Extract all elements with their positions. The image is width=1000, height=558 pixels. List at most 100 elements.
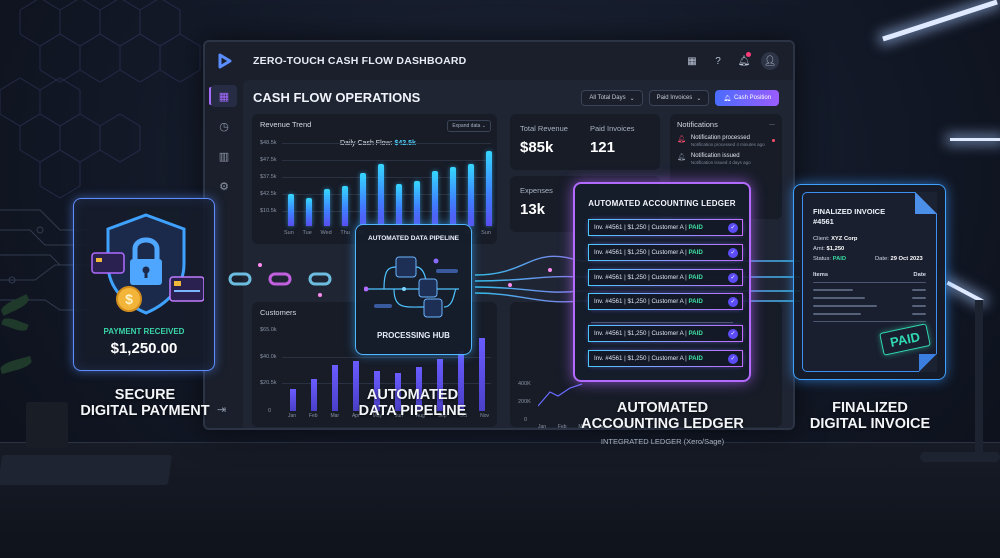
ledger-row[interactable]: Inv. #4561 | $1,250 | Customer A | PAID ✓ [588,219,743,236]
title-bar: ZERO-TOUCH CASH FLOW DASHBOARD ▦ ? 🔔︎ 👤︎ [205,42,793,80]
check-icon: ✓ [728,247,738,258]
x-tick: Tue [302,230,312,236]
paid-status: PAID [688,274,703,281]
x-tick: Jun [394,413,403,419]
x-tick: Wed [320,230,332,236]
ledger-row[interactable]: Inv. #4561 | $1,250 | Customer A | PAID ✓ [588,350,743,367]
card-title: Notifications [677,120,718,129]
invoice-document: FINALIZED INVOICE #4561 Client: XYZ Corp… [802,192,937,372]
cash-position-button[interactable]: 🔔︎ Cash Position [715,90,779,106]
ledger-row[interactable]: Inv. #4561 | $1,250 | Customer A | PAID ✓ [588,244,743,261]
pipeline-flow-diagram [364,256,459,318]
notification-item[interactable]: 🔔︎ Notification processed Notification pr… [677,135,775,147]
logout-icon[interactable]: ⇥ [217,404,227,416]
user-avatar-icon[interactable]: 👤︎ [761,52,779,70]
dashboard-icon[interactable]: ▦ [211,85,237,107]
x-tick: Feb [308,413,318,419]
unread-dot [772,139,775,142]
date-range-filter[interactable]: All Total Days ⌄ [581,90,643,106]
bell-icon[interactable]: 🔔︎ [735,52,753,70]
y-tick: $40.0k [260,354,277,360]
caption-line: DATA PIPELINE [358,402,467,419]
paid-status: PAID [688,355,703,362]
y-tick: 0 [524,417,528,423]
x-tick: Apr [598,424,607,430]
grid-line [282,357,491,358]
settings-icon[interactable]: ⚙ [219,180,229,193]
date-line [912,305,926,307]
pipeline-title: AUTOMATED DATA PIPELINE [368,235,459,242]
label: Amt: [813,246,825,252]
kpi-paid-invoices: Paid Invoices 121 [590,124,635,160]
ledger-row[interactable]: Inv. #4561 | $1,250 | Customer A | PAID ✓ [588,269,743,286]
security-shield-icon: $ [91,213,204,315]
desk-lamp-stand [975,300,983,460]
bar [479,338,485,411]
grid-line [282,177,491,178]
help-icon[interactable]: ? [715,55,721,67]
invoice-status: Status: PAID [813,256,846,262]
caption-line: AUTOMATED [616,400,709,416]
bar [311,379,317,411]
caption-digital-invoice: FINALIZED DIGITAL INVOICE [790,400,950,432]
bar [486,151,492,226]
caption-line: AUTOMATED [366,387,459,403]
invoice-amount: Amt: $1,250 [813,246,844,252]
tablet-device [0,455,173,485]
date-line [912,313,926,315]
divider [813,282,926,283]
y-tick: 200K [518,399,531,405]
bar [416,367,422,411]
page-curl [919,354,937,372]
bar [378,164,384,226]
invoice-client: Client: XYZ Corp [813,236,857,242]
apps-grid-icon[interactable]: ▦ [687,55,697,67]
button-label: Cash Position [733,95,771,101]
kpi-total-revenue: Total Revenue $85k [520,124,568,160]
caption-secure-payment: SECURE DIGITAL PAYMENT [70,387,220,419]
ledger-row[interactable]: Inv. #4561 | $1,250 | Customer A | PAID ✓ [588,293,743,310]
y-tick: $37.5k [260,174,277,180]
svg-text:$: $ [125,291,133,307]
expand-data-dropdown[interactable]: Expand data ⌄ [447,120,491,132]
date-line [912,297,926,299]
invoice-status-filter[interactable]: Paid Invoices ⌄ [648,90,710,106]
kpi-value: 121 [589,139,615,156]
paid-status: PAID [688,224,703,231]
label: Status: [813,256,832,262]
kpi-label: Paid Invoices [589,124,635,133]
pipeline-footer: PROCESSING HUB [377,331,450,340]
more-options-icon[interactable]: ... [769,120,775,127]
x-tick: Mar [578,424,588,430]
analytics-icon[interactable]: ▥ [218,150,230,163]
date-column-header: Date [913,272,926,278]
data-pipeline-card: AUTOMATED DATA PIPELINE PROCESSING HUB [355,224,472,355]
bar [458,351,464,411]
history-icon[interactable]: ◷ [219,120,229,133]
check-icon: ✓ [728,328,738,339]
notification-title: Notification processed [690,135,750,141]
bar [396,184,402,226]
label: Client: [813,236,830,242]
card-title: Customers [260,308,297,317]
x-axis: Jan Feb Mar Apr May Jun Aug Sep Oct Nov [288,413,489,419]
kpi-value: $85k [520,139,554,156]
ledger-caption-subtitle: INTEGRATED LEDGER (Xero/Sage) [600,437,725,446]
x-tick: Jan [288,413,297,419]
caption-line: DIGITAL INVOICE [809,415,931,432]
ledger-row[interactable]: Inv. #4561 | $1,250 | Customer A | PAID ✓ [588,325,743,342]
bar [332,365,338,411]
notification-subtitle: Notification processed 4 minutes ago [690,142,765,148]
sidebar: ▦ ◷ ▥ ⚙ ⇥ [205,80,243,428]
y-tick: 0 [268,408,272,414]
kpi-label: Total Revenue [520,124,568,133]
ledger-row-text: Inv. #4561 | $1,250 | Customer A | [594,249,689,256]
notification-item[interactable]: 🔔︎ Notification issued Notification issue… [677,153,775,165]
desk-lamp-base [920,452,1000,462]
cash-line-series [538,383,583,407]
x-tick: Feb [557,424,567,430]
check-icon: ✓ [728,222,738,233]
bell-icon: 🔔︎ [723,95,731,102]
ledger-row-text: Inv. #4561 | $1,250 | Customer A | [594,355,689,362]
x-axis: Jan Feb Mar Apr May [538,424,628,430]
